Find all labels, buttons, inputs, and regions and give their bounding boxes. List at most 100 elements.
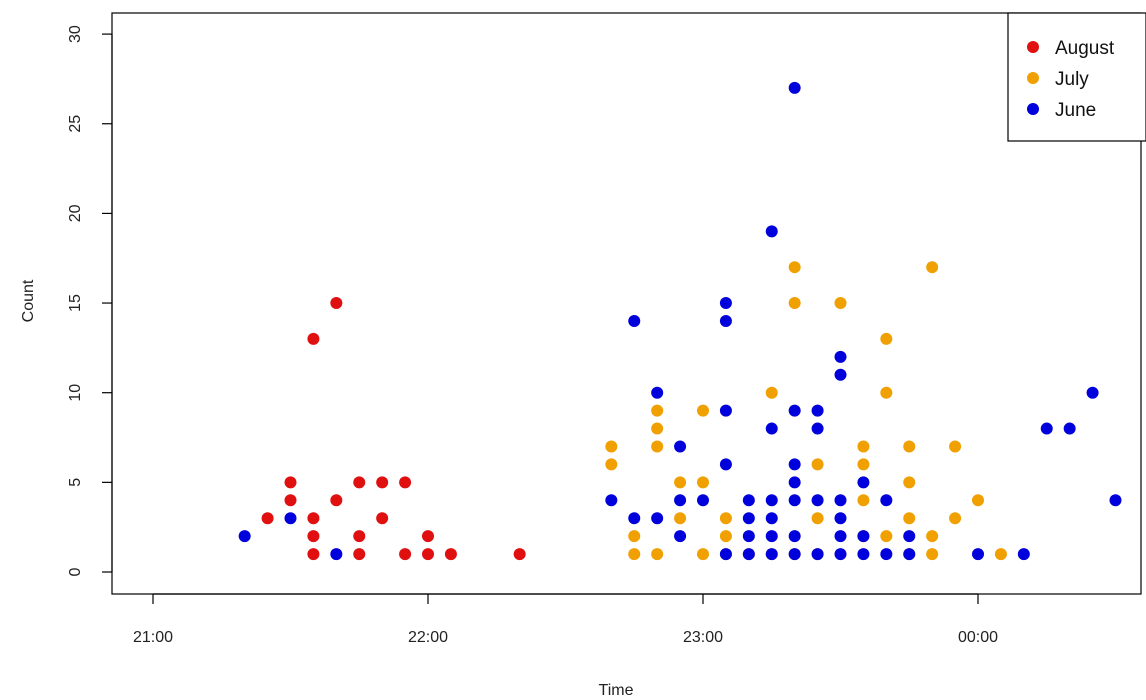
data-point bbox=[353, 476, 366, 489]
data-point bbox=[834, 297, 847, 310]
data-point bbox=[880, 494, 893, 507]
data-point bbox=[765, 225, 778, 238]
data-point bbox=[788, 81, 801, 94]
data-point bbox=[284, 494, 297, 507]
data-point bbox=[903, 440, 916, 453]
data-point bbox=[284, 476, 297, 489]
data-point bbox=[605, 494, 618, 507]
data-point bbox=[788, 261, 801, 274]
data-point bbox=[903, 476, 916, 489]
data-point bbox=[674, 440, 687, 453]
data-point bbox=[353, 530, 366, 543]
data-point bbox=[788, 476, 801, 489]
series-august bbox=[261, 297, 526, 561]
data-point bbox=[605, 440, 618, 453]
data-point bbox=[811, 512, 824, 525]
data-point bbox=[903, 512, 916, 525]
data-point bbox=[788, 297, 801, 310]
data-point bbox=[811, 458, 824, 471]
data-point bbox=[926, 530, 939, 543]
y-tick-label: 5 bbox=[67, 478, 84, 487]
data-point bbox=[674, 512, 687, 525]
data-point bbox=[651, 422, 664, 435]
series-july bbox=[605, 261, 1007, 561]
data-point bbox=[765, 530, 778, 543]
data-point bbox=[788, 530, 801, 543]
data-point bbox=[1017, 548, 1030, 561]
legend: August July June bbox=[1007, 12, 1146, 142]
data-point bbox=[399, 476, 412, 489]
data-point bbox=[651, 548, 664, 561]
data-point bbox=[353, 548, 366, 561]
data-point bbox=[788, 548, 801, 561]
data-point bbox=[880, 548, 893, 561]
data-point bbox=[307, 530, 320, 543]
data-point bbox=[674, 476, 687, 489]
series-june bbox=[238, 81, 1122, 561]
data-point bbox=[422, 548, 434, 561]
data-point bbox=[1086, 386, 1099, 399]
data-point bbox=[880, 386, 893, 399]
data-point bbox=[972, 548, 984, 561]
data-point bbox=[834, 350, 847, 363]
data-point bbox=[857, 494, 870, 507]
data-point bbox=[765, 386, 778, 399]
data-point bbox=[765, 494, 778, 507]
data-point bbox=[674, 530, 687, 543]
data-point bbox=[880, 530, 893, 543]
y-tick-label: 30 bbox=[67, 25, 84, 43]
data-point bbox=[788, 458, 801, 471]
data-point bbox=[857, 548, 870, 561]
data-point bbox=[651, 440, 664, 453]
data-point bbox=[284, 512, 297, 525]
data-point bbox=[857, 458, 870, 471]
data-point bbox=[697, 404, 709, 417]
data-point bbox=[1040, 422, 1053, 435]
data-point bbox=[765, 548, 778, 561]
data-point bbox=[903, 548, 916, 561]
data-point bbox=[719, 404, 732, 417]
data-point bbox=[651, 404, 664, 417]
data-point bbox=[238, 530, 251, 543]
plot-frame bbox=[111, 12, 1142, 595]
data-point bbox=[330, 494, 343, 507]
data-point bbox=[513, 548, 526, 561]
data-point bbox=[857, 530, 870, 543]
legend-marker-july bbox=[1027, 72, 1039, 84]
data-point bbox=[697, 476, 709, 489]
data-point bbox=[307, 332, 320, 345]
data-point bbox=[949, 440, 962, 453]
data-point bbox=[742, 494, 755, 507]
data-point bbox=[949, 512, 962, 525]
data-point bbox=[719, 512, 732, 525]
data-point bbox=[1063, 422, 1076, 435]
data-point bbox=[444, 548, 457, 561]
data-point bbox=[1109, 494, 1122, 507]
legend-marker-june bbox=[1027, 103, 1039, 115]
y-axis-title: Count bbox=[20, 279, 37, 322]
data-point bbox=[834, 368, 847, 381]
data-point bbox=[307, 512, 320, 525]
data-point bbox=[834, 494, 847, 507]
x-axis-title: Time bbox=[599, 682, 634, 699]
data-point bbox=[605, 458, 618, 471]
data-point bbox=[742, 512, 755, 525]
y-tick-label: 20 bbox=[67, 204, 84, 222]
x-tick-label: 21:00 bbox=[133, 629, 173, 646]
y-tick-label: 10 bbox=[67, 384, 84, 402]
data-point bbox=[719, 458, 732, 471]
data-point bbox=[307, 548, 320, 561]
data-point bbox=[994, 548, 1007, 561]
data-point bbox=[926, 548, 939, 561]
data-point bbox=[376, 512, 389, 525]
x-tick-label: 00:00 bbox=[958, 629, 998, 646]
data-point bbox=[697, 494, 709, 507]
y-tick-label: 0 bbox=[67, 567, 84, 576]
data-point bbox=[857, 476, 870, 489]
legend-label: July bbox=[1055, 69, 1089, 90]
x-tick-label: 23:00 bbox=[683, 629, 723, 646]
data-point bbox=[926, 261, 939, 274]
data-point bbox=[880, 332, 893, 345]
data-point bbox=[788, 404, 801, 417]
data-point bbox=[628, 512, 641, 525]
